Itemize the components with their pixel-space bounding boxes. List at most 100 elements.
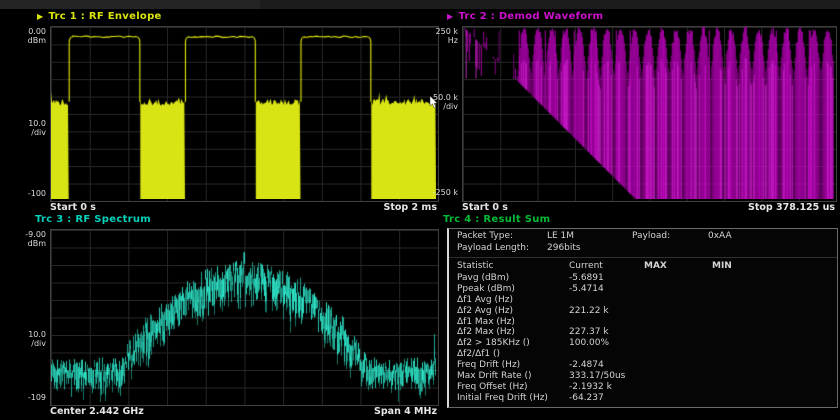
trc1-yaxis-mid: 10.0/div — [28, 119, 46, 137]
result-cell — [712, 306, 837, 317]
statistic-col-header: Statistic — [457, 261, 494, 271]
statistic-header-row: Statistic Current MAX MIN — [449, 257, 837, 273]
result-row: Δf1 Max (Hz) — [449, 317, 837, 328]
result-row: Freq Offset (Hz) -2.1932 k — [449, 382, 837, 393]
result-cell: Freq Offset (Hz) — [457, 381, 528, 392]
trc3-xaxis-span: Span 4 MHz — [374, 406, 437, 417]
current-col-header: Current — [569, 261, 603, 271]
payload-length-label: Payload Length: — [457, 243, 530, 253]
result-row: Δf2 Avg (Hz) 221.22 k — [449, 306, 837, 317]
result-cell — [644, 371, 712, 382]
packet-type-row: Packet Type: LE 1M Payload: 0xAA — [449, 229, 837, 243]
trc4-header[interactable]: Trc 4 : Result Sum — [443, 214, 550, 225]
result-cell — [712, 360, 837, 371]
result-cell: Δf1 Max (Hz) — [457, 316, 515, 327]
result-row: Max Drift Rate () 333.17/50us — [449, 371, 837, 382]
trc2-xaxis-stop: Stop 378.125 us — [747, 202, 835, 213]
result-cell — [712, 284, 837, 295]
trc2-trace-canvas — [463, 27, 834, 199]
result-cell — [644, 393, 712, 404]
result-row: Freq Drift (Hz) -2.4874 — [449, 360, 837, 371]
result-cell: Δf2 > 185KHz () — [457, 338, 530, 349]
result-row: Initial Freq Drift (Hz) -64.237 — [449, 393, 837, 404]
result-cell — [712, 349, 837, 360]
result-cell — [712, 393, 837, 404]
result-cell — [712, 371, 837, 382]
trc2-yaxis-bottom: -250 k — [432, 188, 458, 197]
trc1-rf-envelope-plot[interactable] — [50, 26, 439, 202]
trc3-xaxis: Center 2.442 GHz Span 4 MHz — [50, 406, 437, 417]
result-cell: 227.37 k — [569, 327, 609, 338]
trc2-yaxis-mid: 50.0 k/div — [433, 93, 458, 111]
trc1-xaxis-start: Start 0 s — [50, 202, 96, 213]
result-cell — [644, 284, 712, 295]
trc1-expand-icon[interactable]: ▶ — [37, 12, 44, 21]
result-cell: Δf2 Max (Hz) — [457, 327, 515, 338]
trc3-yaxis-mid: 10.0/div — [28, 330, 46, 348]
result-cell — [644, 306, 712, 317]
result-rows: Pavg (dBm) -5.6891 Ppeak (dBm) -5.4714 Δf1 A… — [449, 273, 837, 404]
result-cell — [712, 338, 837, 349]
result-row: Δf2/Δf1 () — [449, 349, 837, 360]
min-col-header: MIN — [712, 261, 732, 271]
result-cell — [644, 349, 712, 360]
result-row: Δf2 Max (Hz) 227.37 k — [449, 327, 837, 338]
result-cell — [569, 349, 644, 360]
result-cell: Δf1 Avg (Hz) — [457, 294, 513, 305]
result-cell — [569, 295, 644, 306]
trc3-title: Trc 3 : RF Spectrum — [35, 214, 152, 225]
trc1-title: Trc 1 : RF Envelope — [48, 11, 162, 22]
result-sum-table: Packet Type: LE 1M Payload: 0xAA Payload… — [447, 228, 838, 408]
max-col-header: MAX — [644, 261, 667, 271]
packet-type-value: LE 1M — [547, 231, 575, 241]
result-cell — [712, 327, 837, 338]
trc1-trace-canvas — [51, 27, 436, 199]
result-cell: Freq Drift (Hz) — [457, 360, 521, 371]
payload-value: 0xAA — [708, 231, 732, 241]
result-cell — [644, 327, 712, 338]
trc2-yaxis-top: 250 k Hz — [435, 27, 458, 45]
result-row: Ppeak (dBm) -5.4714 — [449, 284, 837, 295]
result-cell — [644, 382, 712, 393]
mouse-cursor — [429, 96, 438, 109]
trc2-expand-icon[interactable]: ▶ — [447, 12, 454, 21]
result-cell: -5.6891 — [569, 272, 604, 283]
trc3-header[interactable]: Trc 3 : RF Spectrum — [35, 214, 151, 225]
payload-label: Payload: — [632, 231, 671, 241]
trc1-xaxis-stop: Stop 2 ms — [383, 202, 438, 213]
trc3-rf-spectrum-plot[interactable] — [50, 229, 439, 406]
result-cell — [644, 317, 712, 328]
top-toolbar-partial — [0, 0, 840, 9]
trc1-yaxis-top: 0.00 dBm — [27, 27, 46, 45]
trc3-yaxis-top: -9.00 dBm — [25, 230, 46, 248]
result-cell — [712, 295, 837, 306]
trc2-title: Trc 2 : Demod Waveform — [458, 11, 604, 22]
result-cell — [712, 382, 837, 393]
result-cell: 100.00% — [569, 338, 610, 349]
result-cell — [712, 273, 837, 284]
trc2-xaxis: Start 0 s Stop 378.125 us — [462, 202, 835, 213]
result-cell: 221.22 k — [569, 305, 609, 316]
result-cell: -2.4874 — [569, 360, 604, 371]
result-cell: Δf2 Avg (Hz) — [457, 305, 513, 316]
trc3-xaxis-center: Center 2.442 GHz — [50, 406, 144, 417]
trc1-yaxis-bottom: -100 — [27, 189, 46, 198]
result-cell: -5.4714 — [569, 283, 604, 294]
result-cell: Max Drift Rate () — [457, 371, 532, 382]
result-cell: Δf2/Δf1 () — [457, 349, 501, 360]
payload-length-row: Payload Length: 296bits — [449, 243, 837, 255]
payload-length-value: 296bits — [547, 243, 581, 253]
result-cell — [569, 317, 644, 328]
result-cell — [644, 295, 712, 306]
trc2-xaxis-start: Start 0 s — [462, 202, 508, 213]
result-cell: -2.1932 k — [569, 381, 612, 392]
trc1-header[interactable]: ▶ Trc 1 : RF Envelope — [37, 11, 162, 22]
result-cell: 333.17/50us — [569, 371, 626, 382]
trc4-title: Trc 4 : Result Sum — [443, 214, 551, 225]
trc2-demod-waveform-plot[interactable] — [462, 26, 837, 202]
result-cell — [712, 317, 837, 328]
result-cell: Initial Freq Drift (Hz) — [457, 392, 548, 403]
trc2-header[interactable]: ▶ Trc 2 : Demod Waveform — [447, 11, 603, 22]
result-cell: Ppeak (dBm) — [457, 283, 515, 294]
